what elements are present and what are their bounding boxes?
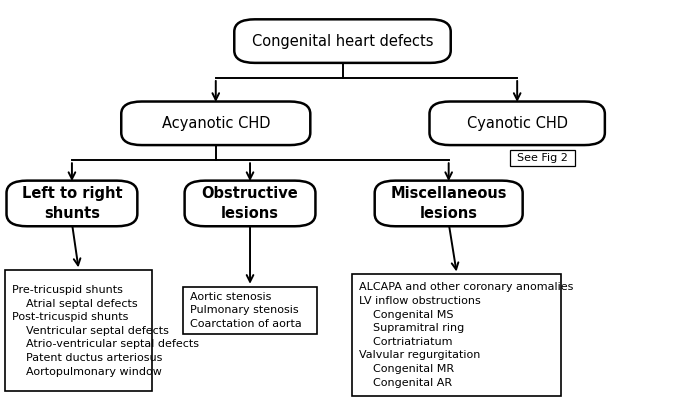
FancyBboxPatch shape — [184, 181, 315, 226]
Text: Miscellaneous
lesions: Miscellaneous lesions — [390, 186, 507, 221]
Text: Obstructive
lesions: Obstructive lesions — [201, 186, 299, 221]
Text: Pre-tricuspid shunts
    Atrial septal defects
Post-tricuspid shunts
    Ventric: Pre-tricuspid shunts Atrial septal defec… — [12, 285, 199, 376]
Bar — [183, 287, 316, 334]
FancyBboxPatch shape — [121, 102, 310, 145]
Text: Left to right
shunts: Left to right shunts — [22, 186, 122, 221]
FancyBboxPatch shape — [429, 102, 605, 145]
Bar — [353, 275, 562, 395]
Text: Acyanotic CHD: Acyanotic CHD — [162, 116, 270, 131]
Text: See Fig 2: See Fig 2 — [517, 153, 568, 163]
Text: ALCAPA and other coronary anomalies
LV inflow obstructions
    Congenital MS
   : ALCAPA and other coronary anomalies LV i… — [359, 282, 573, 388]
Text: Aortic stenosis
Pulmonary stenosis
Coarctation of aorta: Aortic stenosis Pulmonary stenosis Coarc… — [190, 292, 302, 329]
Text: Cyanotic CHD: Cyanotic CHD — [466, 116, 568, 131]
FancyBboxPatch shape — [234, 19, 451, 63]
Bar — [510, 150, 575, 166]
FancyBboxPatch shape — [7, 181, 137, 226]
FancyBboxPatch shape — [375, 181, 523, 226]
Text: Congenital heart defects: Congenital heart defects — [252, 34, 433, 48]
Bar — [5, 270, 153, 391]
